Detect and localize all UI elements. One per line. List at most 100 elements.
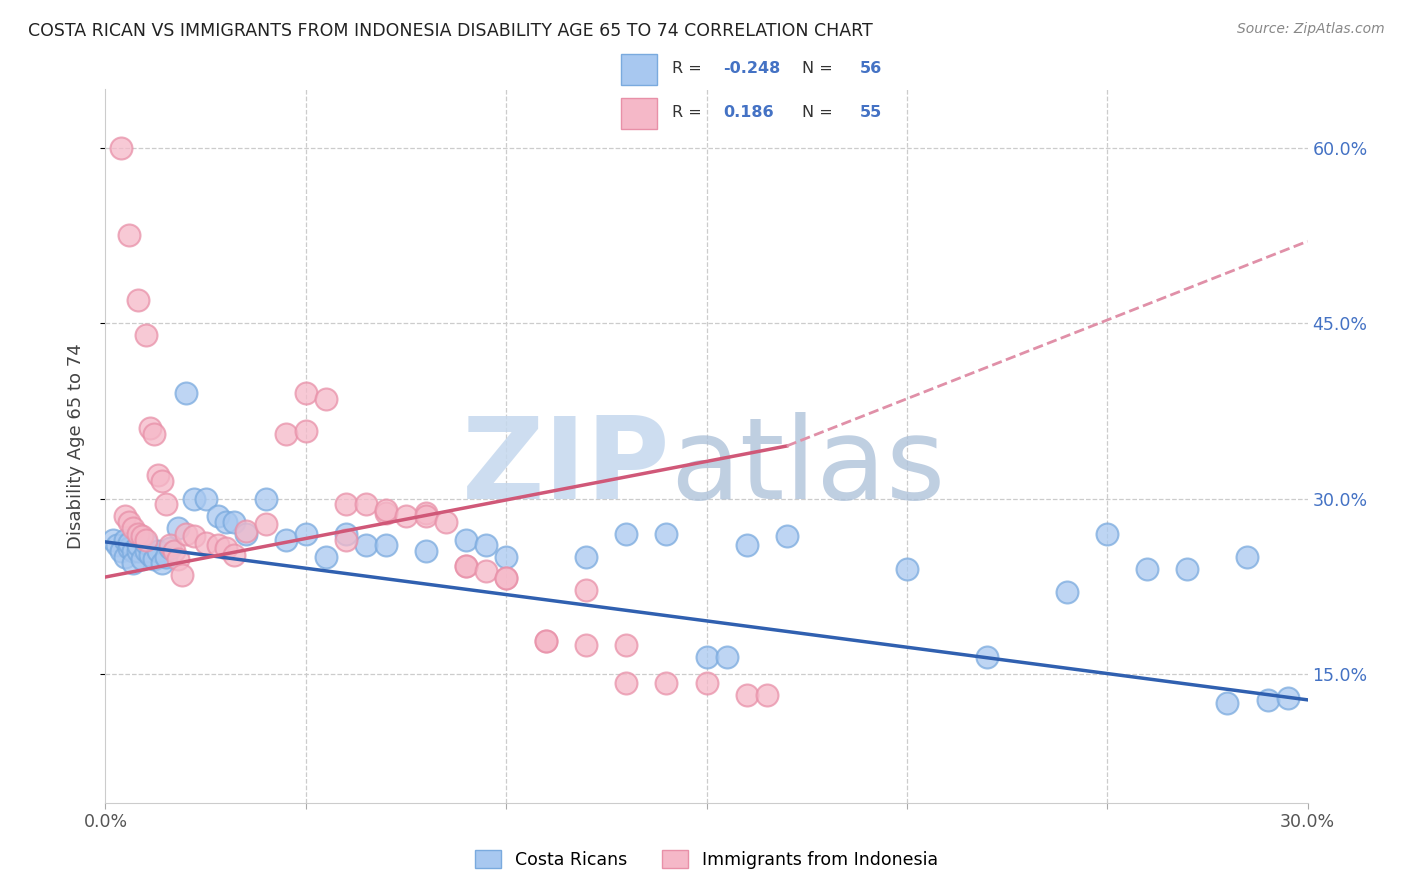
Point (138, 548, 160, 562)
Point (696, 676, 718, 690)
Point (315, 550, 337, 565)
Point (138, 421, 160, 435)
Point (235, 524, 257, 539)
Text: R =: R = (672, 105, 711, 120)
Point (207, 509, 229, 524)
Point (374, 506, 398, 520)
Point (122, 521, 145, 535)
Point (335, 533, 357, 547)
Point (159, 541, 181, 555)
Point (274, 427, 297, 442)
Point (534, 634, 557, 648)
Point (1257, 693, 1279, 707)
Point (354, 538, 377, 552)
Point (174, 386, 197, 401)
Point (118, 536, 141, 550)
Point (1216, 697, 1239, 711)
Point (114, 550, 136, 565)
Point (183, 529, 205, 543)
Point (776, 529, 799, 543)
Text: atlas: atlas (671, 412, 946, 523)
Point (194, 491, 217, 506)
Point (696, 649, 718, 664)
Point (142, 427, 165, 442)
Point (616, 638, 638, 652)
Y-axis label: Disability Age 65 to 74: Disability Age 65 to 74 (66, 343, 84, 549)
Point (495, 571, 517, 585)
Point (575, 550, 598, 565)
Point (122, 556, 145, 570)
FancyBboxPatch shape (620, 54, 657, 85)
Point (454, 559, 477, 574)
Point (174, 526, 197, 541)
Text: ZIP: ZIP (463, 412, 671, 523)
Point (150, 556, 173, 570)
Text: N =: N = (801, 105, 838, 120)
Point (254, 517, 277, 532)
Point (135, 327, 157, 342)
Point (735, 688, 758, 702)
Point (135, 533, 157, 547)
Point (735, 538, 758, 552)
Point (103, 533, 125, 547)
Point (135, 536, 157, 550)
Point (127, 293, 149, 307)
Point (616, 526, 638, 541)
Point (716, 649, 738, 664)
Point (295, 424, 318, 438)
Point (616, 676, 638, 690)
Text: -0.248: -0.248 (724, 62, 780, 77)
Point (214, 515, 236, 529)
Text: R =: R = (672, 62, 707, 77)
Point (254, 491, 277, 506)
Point (122, 544, 145, 558)
Point (655, 526, 678, 541)
Point (354, 498, 377, 512)
Point (222, 515, 245, 529)
Point (415, 509, 437, 524)
Point (495, 571, 517, 585)
Text: Source: ZipAtlas.com: Source: ZipAtlas.com (1237, 22, 1385, 37)
Point (295, 526, 318, 541)
Point (295, 386, 318, 401)
Point (1136, 562, 1159, 576)
Point (415, 544, 437, 558)
Point (214, 541, 236, 555)
Point (146, 468, 169, 483)
Point (1056, 585, 1078, 599)
Point (155, 498, 177, 512)
Point (335, 498, 357, 512)
Point (194, 536, 217, 550)
Point (107, 538, 129, 552)
Point (1097, 526, 1119, 541)
Point (162, 544, 184, 558)
Point (150, 474, 173, 488)
Point (976, 649, 998, 664)
Point (155, 550, 177, 565)
FancyBboxPatch shape (620, 98, 657, 129)
Point (118, 541, 141, 555)
Point (335, 526, 357, 541)
Point (374, 503, 398, 517)
Point (118, 228, 141, 243)
Text: N =: N = (801, 62, 838, 77)
Point (495, 550, 517, 565)
Text: 0.186: 0.186 (724, 105, 775, 120)
Point (755, 688, 778, 702)
Point (131, 552, 153, 566)
Point (475, 538, 498, 552)
Point (1277, 690, 1299, 705)
Point (1177, 562, 1199, 576)
Point (170, 567, 193, 582)
Point (1236, 550, 1258, 565)
Point (395, 509, 418, 524)
Point (127, 544, 149, 558)
Point (374, 538, 398, 552)
Point (110, 141, 132, 155)
Point (114, 509, 136, 524)
Point (655, 676, 678, 690)
Point (896, 562, 918, 576)
Point (575, 638, 598, 652)
Point (222, 548, 245, 562)
Point (142, 552, 165, 566)
